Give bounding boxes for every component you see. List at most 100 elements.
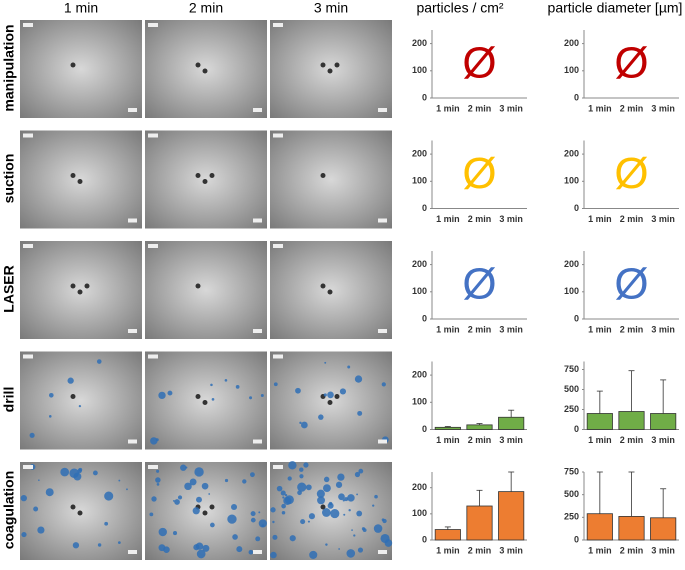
stain-dot [347, 494, 355, 502]
y-tick-label: 200 [412, 369, 427, 379]
y-tick-label: 100 [412, 65, 427, 75]
y-tick-label: 100 [412, 508, 427, 518]
y-tick-label: 0 [422, 92, 427, 102]
scale-bar [378, 218, 387, 223]
stain-dot [307, 520, 310, 523]
scale-bar [128, 550, 137, 554]
bar [466, 424, 493, 430]
stain-dot [272, 520, 275, 524]
y-tick-label: 200 [564, 38, 579, 48]
y-tick-label: 100 [412, 286, 427, 296]
stain-dot [357, 410, 363, 416]
bar [618, 411, 645, 430]
label-tag [23, 465, 33, 469]
particle-dot [70, 173, 76, 178]
stain-dot [38, 479, 40, 481]
row-label: manipulation [1, 24, 17, 111]
y-tick-label: 200 [564, 259, 579, 269]
stain-dot [381, 518, 385, 522]
stain-dot [118, 479, 121, 482]
row-label: suction [1, 154, 17, 204]
label-tag [148, 244, 158, 248]
stain-dot [210, 522, 215, 528]
stain-dot [282, 496, 285, 499]
bar [586, 513, 613, 541]
stain-dot [172, 499, 175, 502]
stain-dot [330, 509, 340, 519]
stain-dot [104, 521, 109, 526]
stain-dot [250, 472, 255, 478]
stain-dot [289, 535, 296, 542]
stain-dot [372, 504, 375, 507]
stain-dot [281, 503, 286, 509]
column-header: 3 min [314, 0, 348, 16]
stain-dot [327, 391, 334, 399]
stain-dot [356, 510, 363, 517]
stain-dot [261, 524, 265, 528]
column-header: particles / cm² [416, 0, 503, 16]
particle-dot [202, 400, 208, 405]
bar [586, 413, 613, 430]
stain-dot [347, 365, 351, 369]
stain-dot [317, 496, 326, 505]
stain-dot [358, 468, 364, 474]
y-tick-label: 0 [574, 534, 579, 544]
stain-dot [284, 495, 294, 505]
x-tick-label: 1 min [588, 435, 612, 445]
label-tag [148, 465, 158, 469]
stain-dot [231, 503, 238, 510]
label-tag [273, 354, 283, 359]
label-tag [273, 465, 283, 469]
particle-dot [70, 504, 76, 510]
stain-dot [78, 404, 82, 408]
x-tick-label: 2 min [468, 103, 492, 113]
stain-dot [249, 396, 253, 400]
stain-dot [227, 514, 237, 524]
stain-dot [21, 531, 27, 538]
particle-dot [320, 283, 326, 289]
stain-dot [351, 529, 353, 531]
stain-dot [210, 383, 213, 387]
x-tick-label: 3 min [499, 214, 523, 224]
scale-bar [253, 550, 262, 554]
label-tag [273, 244, 283, 248]
stain-dot [299, 467, 304, 472]
stain-dot [156, 469, 160, 473]
stain-dot [180, 464, 187, 471]
label-tag [23, 23, 33, 27]
x-tick-label: 2 min [620, 324, 644, 334]
y-tick-label: 100 [564, 65, 579, 75]
y-tick-label: 250 [564, 404, 579, 414]
particle-dot [70, 394, 76, 399]
stain-dot [189, 478, 197, 486]
x-tick-label: 3 min [651, 435, 675, 445]
particle-dot [209, 173, 215, 178]
particle-dot [334, 62, 340, 68]
stain-dot [250, 517, 256, 523]
y-tick-label: 200 [412, 259, 427, 269]
bar [466, 505, 493, 541]
x-tick-label: 3 min [651, 103, 675, 113]
x-tick-label: 2 min [468, 214, 492, 224]
particle-dot [202, 68, 208, 74]
scale-bar [253, 108, 262, 112]
stain-dot [338, 548, 341, 550]
particle-dot [77, 289, 83, 295]
stain-dot [104, 491, 114, 501]
micrograph [270, 130, 392, 229]
stain-dot [45, 488, 54, 497]
stain-dot [339, 388, 347, 395]
stain-dot [149, 512, 154, 517]
particle-dot [77, 510, 83, 516]
stain-dot [158, 391, 166, 400]
stain-dot [77, 468, 82, 474]
stain-dot [354, 471, 361, 478]
stain-dot [356, 493, 359, 496]
stain-dot [126, 488, 128, 491]
scale-bar [253, 218, 262, 223]
x-tick-label: 1 min [436, 435, 460, 445]
stain-dot [258, 519, 267, 528]
stain-dot [48, 415, 52, 418]
y-tick-label: 500 [564, 384, 579, 394]
empty-symbol: Ø [614, 39, 648, 88]
